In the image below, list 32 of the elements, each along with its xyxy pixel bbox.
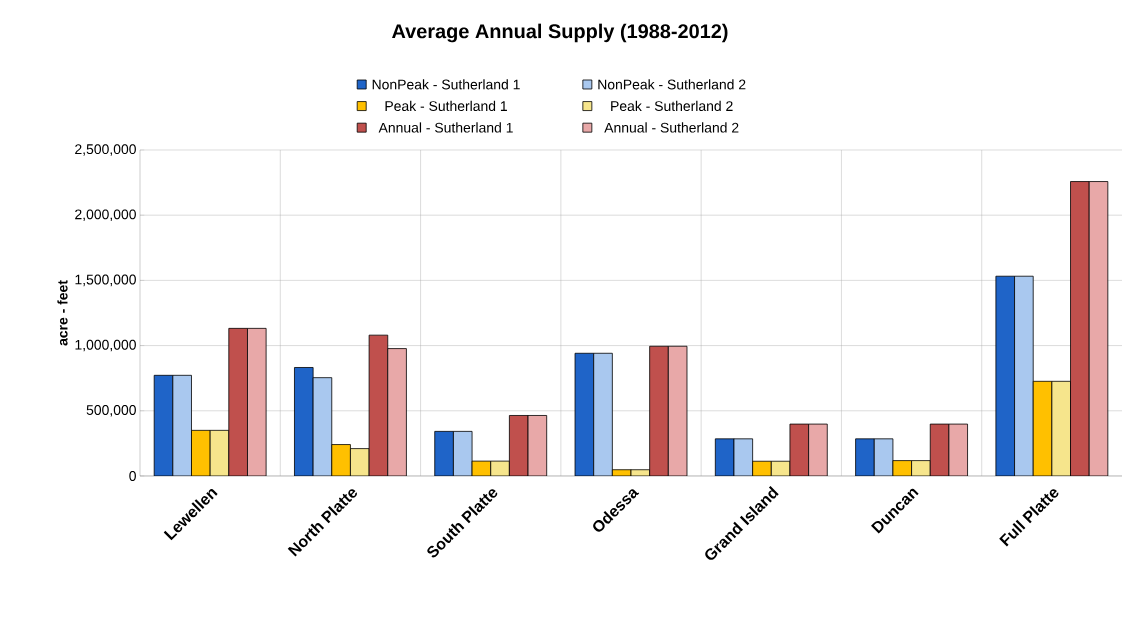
- y-axis-title: acre - feet: [57, 280, 68, 346]
- bar: [312, 377, 333, 476]
- bar: [172, 374, 192, 476]
- chart-title: Average Annual Supply (1988-2012): [392, 23, 728, 43]
- bar: [593, 352, 613, 476]
- y-tick-label: 0: [129, 471, 136, 481]
- bar: [294, 367, 314, 476]
- legend-label: Annual - Sutherland 2: [604, 122, 739, 133]
- legend-label: Peak - Sutherland 1: [385, 100, 507, 112]
- y-tick-label: 500,000: [86, 405, 136, 417]
- bar: [1088, 181, 1109, 476]
- y-tick-label: 1,000,000: [75, 339, 136, 352]
- y-tick-label: 2,500,000: [75, 144, 136, 156]
- y-tick-label: 2,000,000: [75, 209, 136, 221]
- bar: [434, 430, 454, 476]
- bar: [995, 275, 1015, 476]
- bar: [1014, 275, 1034, 476]
- legend-label: Annual - Sutherland 1: [378, 122, 513, 133]
- bar: [1051, 380, 1071, 476]
- bar: [808, 423, 828, 476]
- y-tick-label: 1,500,000: [75, 274, 136, 287]
- bar: [574, 352, 595, 476]
- bar: [153, 374, 174, 476]
- legend-label: NonPeak - Sutherland 2: [598, 79, 746, 90]
- bar: [331, 444, 351, 476]
- bar: [855, 438, 875, 476]
- bar: [247, 327, 267, 476]
- bar: [387, 348, 407, 476]
- bar: [667, 345, 688, 476]
- legend-label: Peak - Sutherland 2: [611, 100, 733, 112]
- legend-label: NonPeak - Sutherland 1: [372, 79, 520, 90]
- bar: [191, 429, 211, 476]
